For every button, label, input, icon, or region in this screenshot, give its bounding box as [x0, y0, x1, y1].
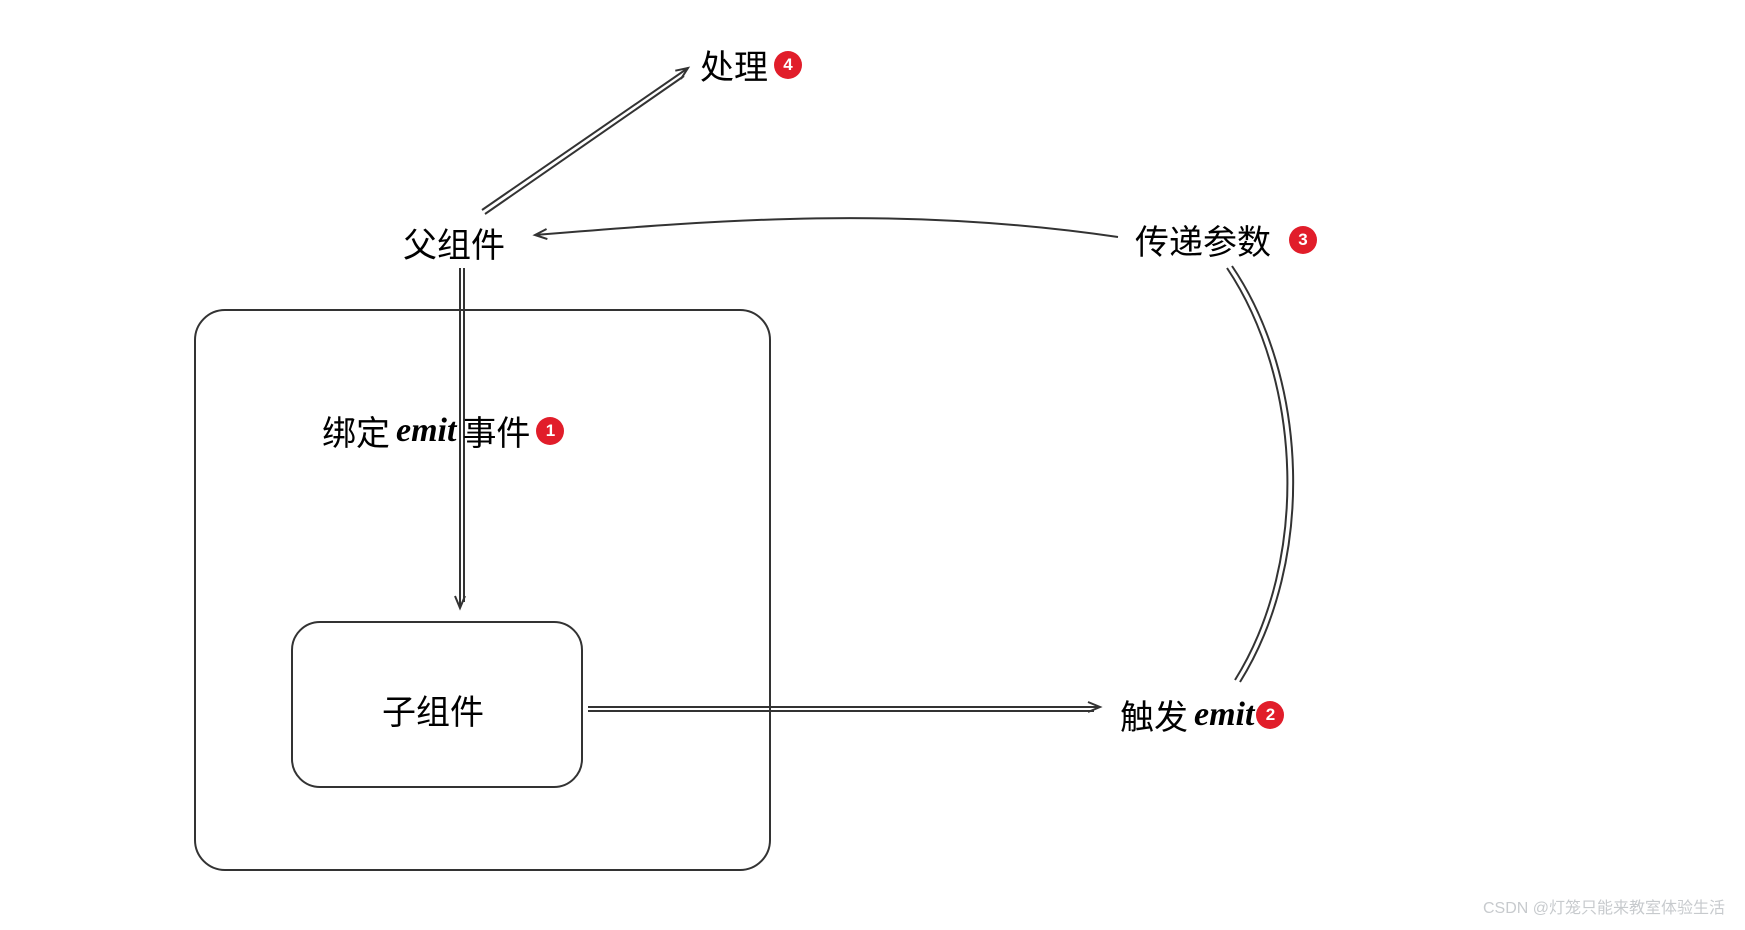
trigger-prefix: 触发 — [1120, 690, 1188, 739]
pass-params-label: 传递参数 — [1135, 215, 1271, 264]
node-process: 处理 4 — [700, 40, 802, 89]
arrow-parent-to-process — [482, 68, 688, 214]
process-label: 处理 — [700, 40, 768, 89]
outer-box — [195, 310, 770, 870]
node-parent: 父组件 — [403, 218, 505, 267]
watermark: CSDN @灯笼只能来教室体验生活 — [1483, 894, 1725, 918]
bind-prefix: 绑定 — [322, 406, 390, 455]
parent-label: 父组件 — [403, 218, 505, 267]
arrow-child-to-trigger — [588, 707, 1100, 711]
badge-1: 1 — [536, 417, 564, 445]
arrow-params-to-parent — [535, 218, 1118, 237]
node-trigger-emit: 触发 emit 2 — [1120, 690, 1284, 739]
badge-4: 4 — [774, 51, 802, 79]
bind-emit-word: emit — [396, 412, 456, 450]
badge-3: 3 — [1289, 226, 1317, 254]
bind-suffix: 事件 — [462, 406, 530, 455]
trigger-emit-word: emit — [1194, 696, 1254, 734]
node-bind-emit: 绑定 emit 事件 1 — [322, 406, 564, 455]
arrow-trigger-to-params — [1227, 266, 1293, 682]
node-pass-params: 传递参数 3 — [1135, 215, 1317, 264]
node-child: 子组件 — [382, 685, 484, 734]
diagram-canvas — [0, 0, 1745, 930]
child-label: 子组件 — [382, 685, 484, 734]
badge-2: 2 — [1256, 701, 1284, 729]
